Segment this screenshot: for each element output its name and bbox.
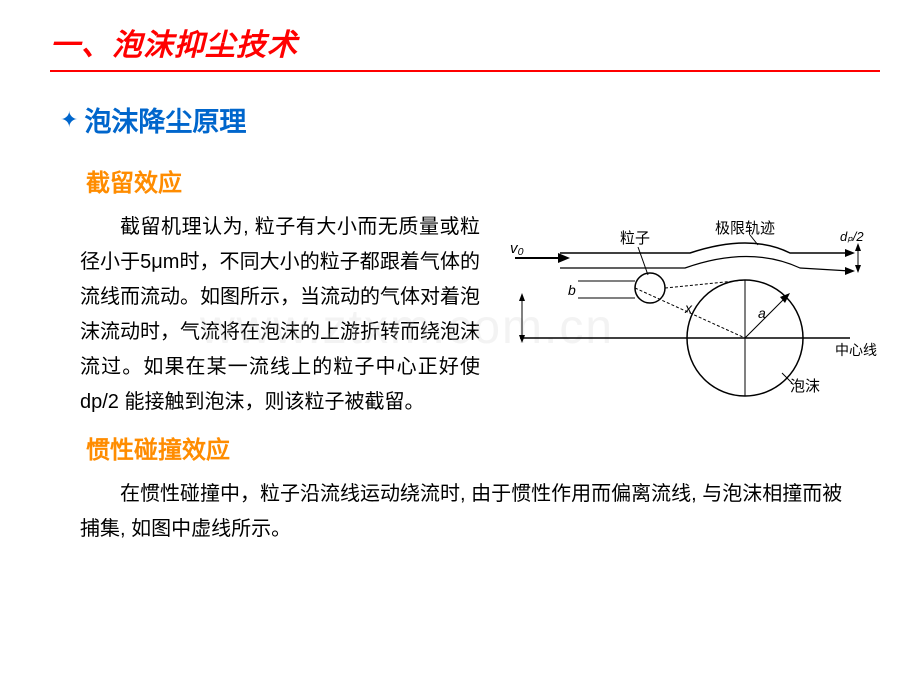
section2-heading: 惯性碰撞效应 [86,430,880,465]
content-row: 截留效应 截留机理认为, 粒子有大小而无质量或粒径小于5μm时，不同大小的粒子都… [50,163,880,420]
label-b: b [568,282,576,298]
star-icon: ✦ [60,107,78,133]
label-particle: 粒子 [620,230,650,247]
flow-diagram: v₀ dₚ/2 a [500,203,880,413]
label-a: a [758,305,766,321]
label-centerline: 中心线 [835,342,877,358]
diagram-container: v₀ dₚ/2 a [500,203,880,413]
subtitle-text: 泡沫降尘原理 [84,100,246,139]
text-column: 截留效应 截留机理认为, 粒子有大小而无质量或粒径小于5μm时，不同大小的粒子都… [50,163,480,420]
section2-body: 在惯性碰撞中，粒子沿流线运动绕流时, 由于惯性作用而偏离流线, 与泡沫相撞而被捕… [50,477,880,547]
label-dp2: dₚ/2 [840,229,864,244]
label-limit-traj: 极限轨迹 [715,220,775,237]
slide-container: www.ztxm.com.cn 一、泡沫抑尘技术 ✦ 泡沫降尘原理 截留效应 截… [0,0,920,690]
section1-heading: 截留效应 [86,163,480,198]
label-x: x [684,300,693,316]
title-underline [50,70,880,72]
section1-body: 截留机理认为, 粒子有大小而无质量或粒径小于5μm时，不同大小的粒子都跟着气体的… [80,210,480,420]
main-title: 一、泡沫抑尘技术 [50,20,880,64]
label-v0: v₀ [510,240,524,257]
label-foam: 泡沫 [790,378,820,395]
subtitle-row: ✦ 泡沫降尘原理 [60,100,880,139]
title-section: 一、泡沫抑尘技术 [50,20,880,72]
